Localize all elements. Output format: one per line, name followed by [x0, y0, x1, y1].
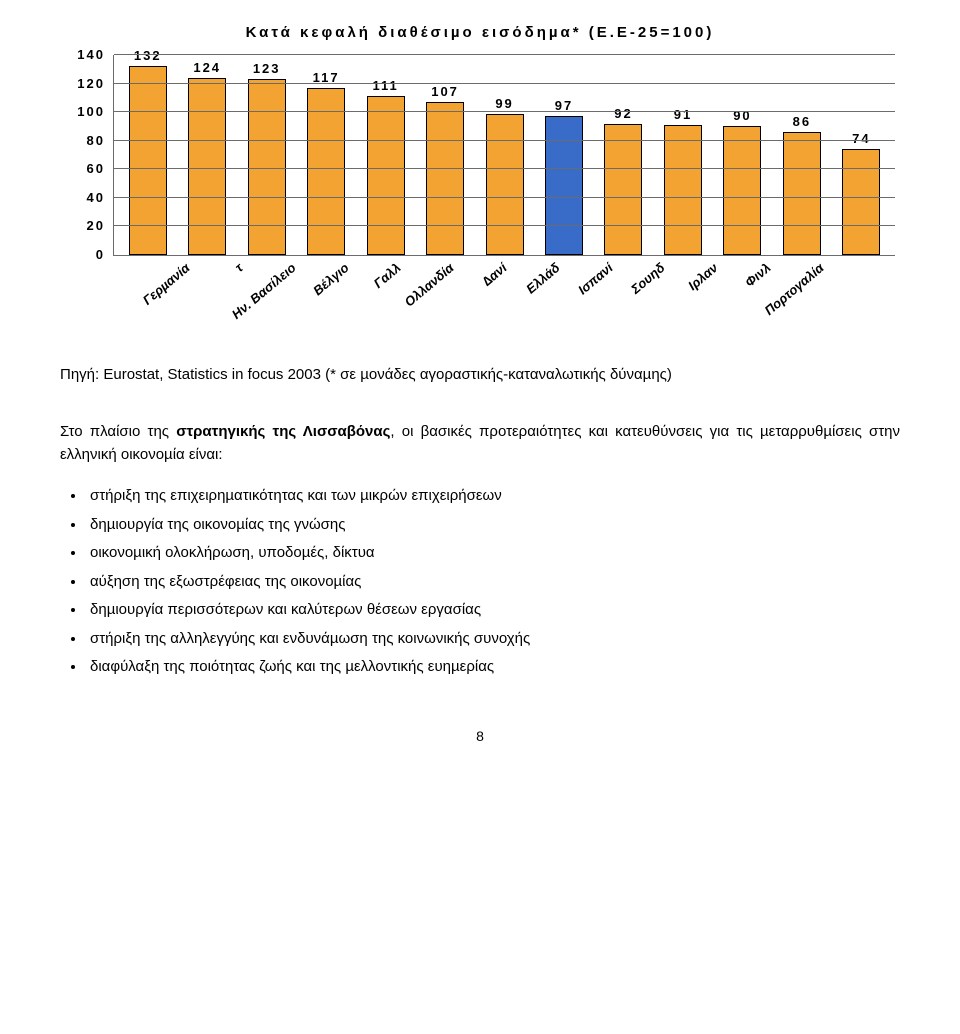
- x-label: Ολλανδία: [421, 256, 474, 326]
- bullet-item: οικονοµική ολοκλήρωση, υποδοµές, δίκτυα: [86, 539, 900, 568]
- bar: [188, 78, 226, 255]
- bullet-item: στήριξη της αλληλεγγύης και ενδυνάµωση τ…: [86, 625, 900, 654]
- bullet-item: δηµιουργία της οικονοµίας της γνώσης: [86, 511, 900, 540]
- gridline: [114, 54, 895, 55]
- paragraph-bold: στρατηγικής της Λισσαβόνας: [176, 423, 390, 440]
- gridline: [114, 197, 895, 198]
- bullet-list: στήριξη της επιχειρηµατικότητας και των …: [60, 482, 900, 682]
- x-label: Σουηδ: [632, 256, 685, 326]
- x-axis: ΓερµανίατΗν. ΒασίλειοΒέλγιοΓαλλΟλλανδία∆…: [105, 256, 895, 326]
- page-number: 8: [60, 728, 900, 744]
- gridline: [114, 111, 895, 112]
- gridline: [114, 225, 895, 226]
- document-page: Κατά κεφαλή διαθέσιµο εισόδηµα* (Ε.Ε-25=…: [0, 0, 960, 768]
- bar-value-label: 132: [134, 48, 162, 63]
- x-label: Ιρλαν: [685, 256, 738, 326]
- plot-area: 13212412311711110799979291908674: [113, 55, 895, 256]
- bullet-item: στήριξη της επιχειρηµατικότητας και των …: [86, 482, 900, 511]
- bar-value-label: 111: [372, 78, 398, 93]
- chart-title: Κατά κεφαλή διαθέσιµο εισόδηµα* (Ε.Ε-25=…: [65, 24, 895, 41]
- bar-value-label: 107: [431, 84, 459, 99]
- source-line: Πηγή: Eurostat, Statistics in focus 2003…: [60, 366, 900, 383]
- bar: [783, 132, 821, 255]
- gridline: [114, 168, 895, 169]
- x-label: Βέλγιο: [315, 256, 368, 326]
- bar: [486, 114, 524, 255]
- x-label: ∆ανί: [474, 256, 527, 326]
- bar-value-label: 124: [193, 60, 221, 75]
- x-label: Ην. Βασίλειο: [263, 256, 316, 326]
- gridline: [114, 83, 895, 84]
- chart: Κατά κεφαλή διαθέσιµο εισόδηµα* (Ε.Ε-25=…: [65, 24, 895, 326]
- bullet-item: διαφύλαξη της ποιότητας ζωής και της µελ…: [86, 653, 900, 682]
- bullet-item: δηµιουργία περισσότερων και καλύτερων θέ…: [86, 596, 900, 625]
- paragraph-pre: Στο πλαίσιο της: [60, 423, 176, 440]
- chart-body: 140 120 100 80 60 40 20 0 13212412311711…: [65, 55, 895, 256]
- bar-value-label: 123: [253, 61, 281, 76]
- y-axis: 140 120 100 80 60 40 20 0: [65, 55, 113, 255]
- bar: [723, 126, 761, 255]
- bar-value-label: 91: [674, 107, 692, 122]
- bar: [664, 125, 702, 255]
- x-label: Γερµανία: [157, 256, 210, 326]
- x-labels: ΓερµανίατΗν. ΒασίλειοΒέλγιοΓαλλΟλλανδία∆…: [153, 256, 847, 326]
- bar-value-label: 92: [614, 106, 632, 121]
- bullet-item: αύξηση της εξωστρέφειας της οικονοµίας: [86, 568, 900, 597]
- bar: [545, 116, 583, 255]
- paragraph: Στο πλαίσιο της στρατηγικής της Λισσαβόν…: [60, 421, 900, 466]
- x-label: Ελλάδ: [526, 256, 579, 326]
- x-label: Πορτογαλία: [790, 256, 843, 326]
- bar: [604, 124, 642, 255]
- bar: [842, 149, 880, 255]
- bar: [426, 102, 464, 255]
- x-label: Ισπανί: [579, 256, 632, 326]
- gridline: [114, 140, 895, 141]
- bar: [129, 66, 167, 255]
- bar: [248, 79, 286, 255]
- bar-value-label: 99: [495, 96, 513, 111]
- bar-value-label: 86: [793, 114, 811, 129]
- bar: [367, 96, 405, 255]
- bar: [307, 88, 345, 255]
